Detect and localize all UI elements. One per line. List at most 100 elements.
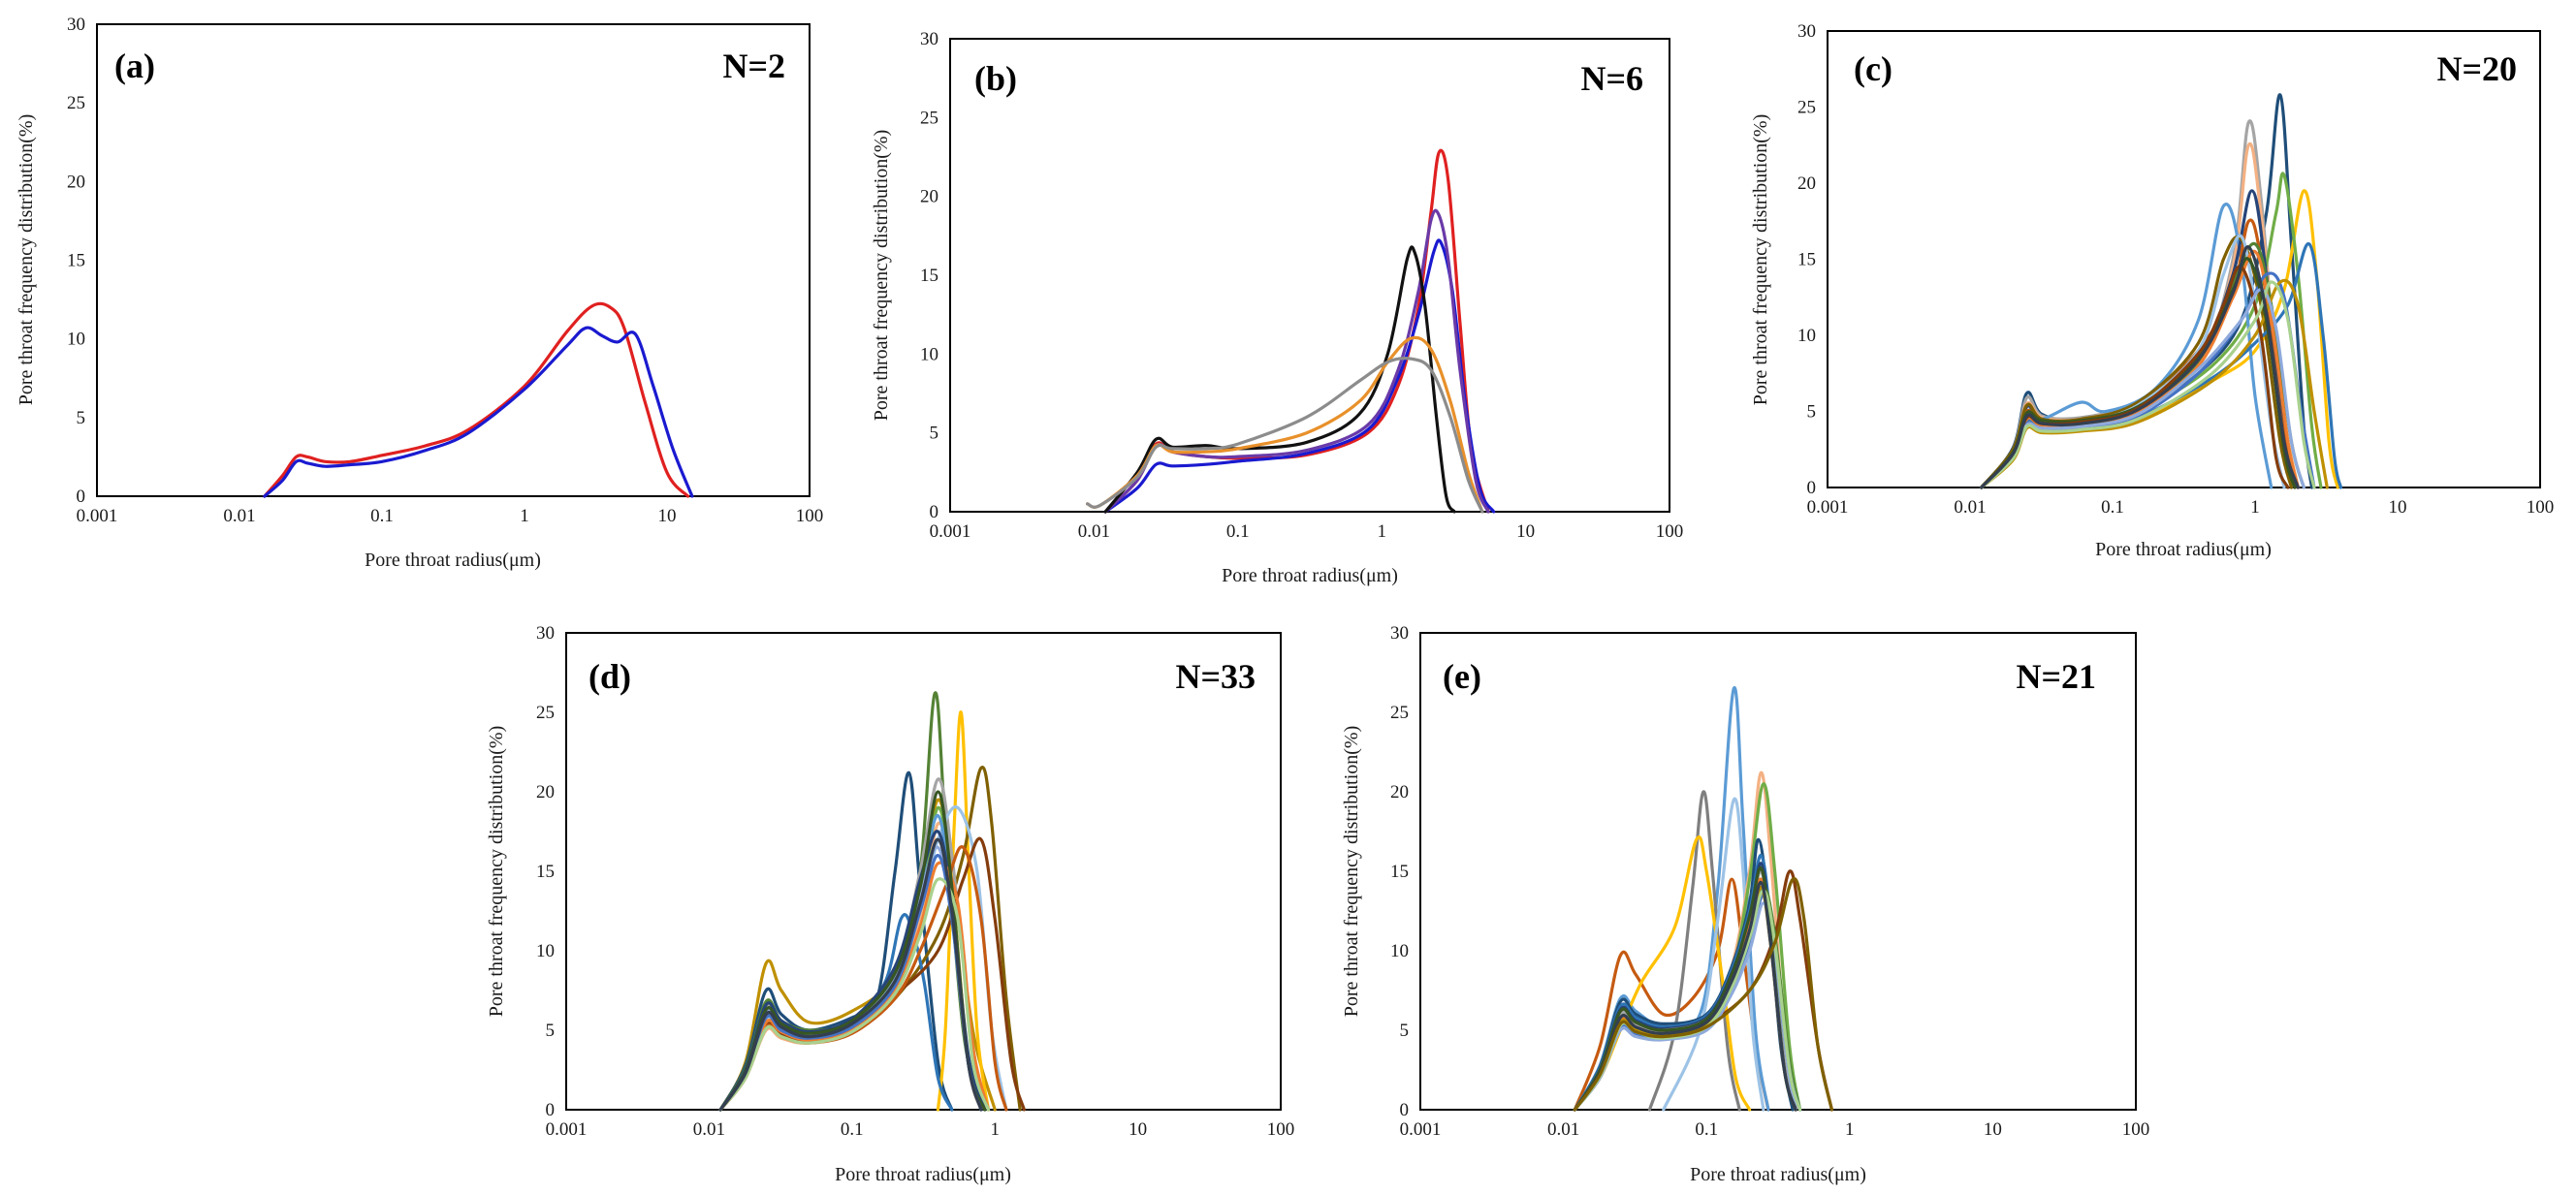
y-tick-label: 5 (77, 408, 86, 428)
series-line-6 (1086, 357, 1484, 514)
x-tick-label: 0.001 (77, 506, 118, 526)
y-axis-label: Pore throat frequency distribution(%) (1341, 726, 1362, 1017)
x-axis-label: Pore throat radius(μm) (2095, 539, 2272, 560)
series-group (718, 691, 1026, 1112)
panel-label: (e) (1443, 657, 1481, 696)
series-group (1086, 148, 1496, 514)
y-tick-label: 5 (1807, 402, 1817, 423)
x-tick-label: 0.01 (693, 1119, 725, 1140)
y-tick-label: 30 (1797, 21, 1816, 42)
x-tick-label: 0.1 (1695, 1119, 1718, 1140)
x-tick-label: 0.001 (930, 521, 971, 542)
plot-frame (1419, 632, 2137, 1111)
plot-frame (565, 632, 1282, 1111)
sample-count-label: N=21 (2016, 657, 2096, 696)
y-tick-label: 5 (546, 1021, 556, 1041)
panel-label: (b) (974, 59, 1017, 98)
x-tick-label: 1 (520, 506, 529, 526)
x-axis-label: Pore throat radius(μm) (835, 1164, 1011, 1185)
x-tick-label: 100 (1267, 1119, 1295, 1140)
y-tick-label: 15 (1797, 250, 1816, 270)
series-line-4 (1103, 245, 1456, 514)
y-axis-label: Pore throat frequency distribution(%) (1750, 114, 1771, 405)
y-tick-label: 25 (536, 703, 555, 723)
series-group (263, 301, 694, 498)
series-line-1 (1103, 148, 1490, 514)
x-axis-label: Pore throat radius(μm) (1690, 1164, 1866, 1185)
panel-label: (d) (588, 657, 631, 696)
y-tick-label: 20 (536, 782, 555, 802)
series-line-17 (1980, 265, 2290, 489)
x-tick-label: 10 (1984, 1119, 2002, 1140)
panel-label: (a) (114, 47, 155, 85)
x-tick-label: 0.001 (1400, 1119, 1442, 1140)
x-tick-label: 0.01 (1078, 521, 1110, 542)
y-tick-label: 25 (1390, 703, 1409, 723)
ticks-group: 0.001 0.01 0.1 1 10 100 0 5 10 15 20 25 30 (920, 29, 1683, 542)
x-axis-label: Pore throat radius(μm) (365, 550, 541, 571)
y-tick-label: 30 (67, 15, 85, 35)
y-axis-label: Pore throat frequency distribution(%) (486, 726, 507, 1017)
y-tick-label: 25 (920, 108, 938, 128)
y-tick-label: 0 (930, 502, 939, 522)
sample-count-label: N=2 (722, 47, 785, 85)
x-tick-label: 10 (2389, 497, 2407, 518)
x-tick-label: 0.1 (370, 506, 394, 526)
panel-a: 0.001 0.01 0.1 1 10 100 0 5 10 15 20 25 30 (a) N=2 P… (16, 15, 823, 571)
series-line-21 (1573, 877, 1833, 1112)
y-tick-label: 20 (920, 187, 938, 207)
sample-count-label: N=33 (1175, 657, 1256, 696)
y-axis-label: Pore throat frequency distribution(%) (871, 130, 892, 421)
x-tick-label: 1 (1377, 521, 1386, 542)
x-tick-label: 0.01 (1954, 497, 1986, 518)
y-tick-label: 15 (1390, 862, 1409, 882)
series-group (1980, 93, 2343, 489)
x-tick-label: 0.001 (546, 1119, 588, 1140)
y-tick-label: 10 (1390, 941, 1409, 961)
x-tick-label: 100 (2527, 497, 2555, 518)
panel-b: 0.001 0.01 0.1 1 10 100 0 5 10 15 20 25 30 (b) N=6 P… (871, 29, 1683, 586)
x-tick-label: 0.01 (223, 506, 255, 526)
y-tick-label: 10 (920, 344, 938, 364)
y-tick-label: 0 (77, 487, 86, 507)
y-tick-label: 25 (1797, 98, 1816, 118)
series-line-2 (263, 326, 694, 498)
series-line-1 (263, 301, 690, 498)
x-tick-label: 100 (1656, 521, 1684, 542)
x-tick-label: 0.1 (841, 1119, 864, 1140)
y-tick-label: 30 (920, 29, 938, 49)
x-tick-label: 0.001 (1807, 497, 1849, 518)
x-tick-label: 0.01 (1547, 1119, 1579, 1140)
x-tick-label: 1 (990, 1119, 1000, 1140)
ticks-group: 0.001 0.01 0.1 1 10 100 0 5 10 15 20 25 30 (67, 15, 823, 526)
x-tick-label: 1 (1845, 1119, 1855, 1140)
series-line-19 (718, 877, 991, 1112)
y-tick-label: 25 (67, 93, 85, 113)
series-line-20 (1980, 245, 2300, 489)
y-tick-label: 0 (1400, 1100, 1410, 1120)
y-tick-label: 10 (536, 941, 555, 961)
x-tick-label: 1 (2250, 497, 2260, 518)
y-tick-label: 0 (1807, 478, 1817, 498)
series-line-16 (1980, 257, 2297, 489)
y-tick-label: 10 (1797, 326, 1816, 346)
series-line-1 (1573, 877, 1770, 1112)
y-tick-label: 20 (1390, 782, 1409, 802)
ticks-group: 0.001 0.01 0.1 1 10 100 0 5 10 15 20 25 30 (536, 623, 1294, 1140)
y-tick-label: 15 (67, 251, 85, 271)
y-tick-label: 30 (536, 623, 555, 644)
plot-frame (949, 38, 1670, 513)
x-tick-label: 0.1 (1226, 521, 1250, 542)
series-line-10 (1980, 235, 2294, 489)
series-line-16 (718, 861, 991, 1112)
x-tick-label: 10 (658, 506, 677, 526)
x-tick-label: 0.1 (2101, 497, 2124, 518)
series-line-19 (1980, 280, 2316, 489)
series-line-11 (1573, 862, 1797, 1112)
y-tick-label: 5 (930, 424, 939, 444)
series-group (1573, 686, 1833, 1112)
